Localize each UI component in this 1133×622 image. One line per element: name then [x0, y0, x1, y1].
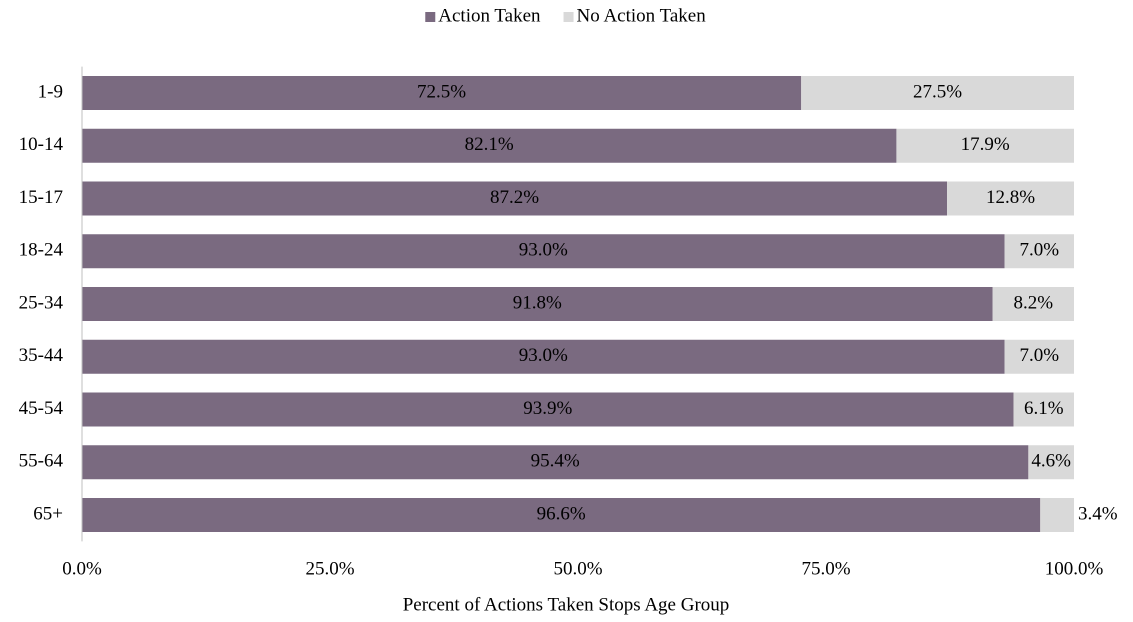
data-label: 3.4% [1078, 503, 1118, 524]
bar-segment [82, 76, 802, 110]
data-label: 7.0% [1019, 240, 1059, 261]
x-tick-label: 25.0% [305, 558, 354, 579]
bar-segment [992, 287, 1074, 321]
bar-segment [82, 287, 993, 321]
bar-segment [1013, 392, 1074, 427]
legend-swatch [563, 12, 574, 22]
data-label: 27.5% [913, 81, 962, 102]
data-label: 93.0% [519, 345, 568, 366]
bar-segment [801, 76, 1074, 110]
bar-segment [82, 339, 1005, 374]
data-label: 17.9% [961, 134, 1010, 155]
bar-segment [82, 128, 897, 163]
y-tick-label: 1-9 [38, 81, 63, 102]
y-tick-label: 65+ [33, 503, 63, 524]
x-tick-label: 100.0% [1045, 558, 1104, 579]
data-label: 95.4% [531, 451, 580, 472]
data-label: 72.5% [417, 81, 466, 102]
bar-segment [1004, 234, 1074, 269]
bar-segment [82, 181, 948, 216]
bar-segment [82, 445, 1029, 480]
y-tick-label: 35-44 [19, 345, 64, 366]
legend-swatch [425, 12, 436, 22]
bar-segment [82, 498, 1041, 532]
data-label: 6.1% [1024, 398, 1064, 419]
y-tick-label: 45-54 [19, 398, 64, 419]
bar-segment [1028, 445, 1074, 480]
data-label: 4.6% [1031, 451, 1071, 472]
bar-segment [1040, 498, 1074, 532]
bar-segment [82, 234, 1005, 269]
data-label: 93.0% [519, 240, 568, 261]
data-label: 7.0% [1019, 345, 1059, 366]
data-label: 87.2% [490, 187, 539, 208]
bar-segment [947, 181, 1074, 216]
y-tick-label: 15-17 [19, 187, 63, 208]
data-label: 93.9% [523, 398, 572, 419]
y-tick-label: 25-34 [19, 292, 64, 313]
data-label: 96.6% [537, 503, 586, 524]
data-label: 82.1% [465, 134, 514, 155]
x-axis-title: Percent of Actions Taken Stops Age Group [403, 594, 730, 615]
data-label: 12.8% [986, 187, 1035, 208]
x-tick-label: 75.0% [801, 558, 850, 579]
y-tick-label: 55-64 [19, 451, 64, 472]
y-tick-label: 18-24 [19, 240, 64, 261]
bar-segment [896, 128, 1074, 163]
x-tick-label: 0.0% [62, 558, 102, 579]
data-label: 91.8% [513, 292, 562, 313]
x-tick-label: 50.0% [553, 558, 602, 579]
y-tick-label: 10-14 [19, 134, 64, 155]
data-label: 8.2% [1014, 292, 1054, 313]
bar-segment [82, 392, 1014, 427]
legend-label: Action Taken [438, 5, 541, 26]
legend-label: No Action Taken [577, 5, 707, 26]
bar-segment [1004, 339, 1074, 374]
